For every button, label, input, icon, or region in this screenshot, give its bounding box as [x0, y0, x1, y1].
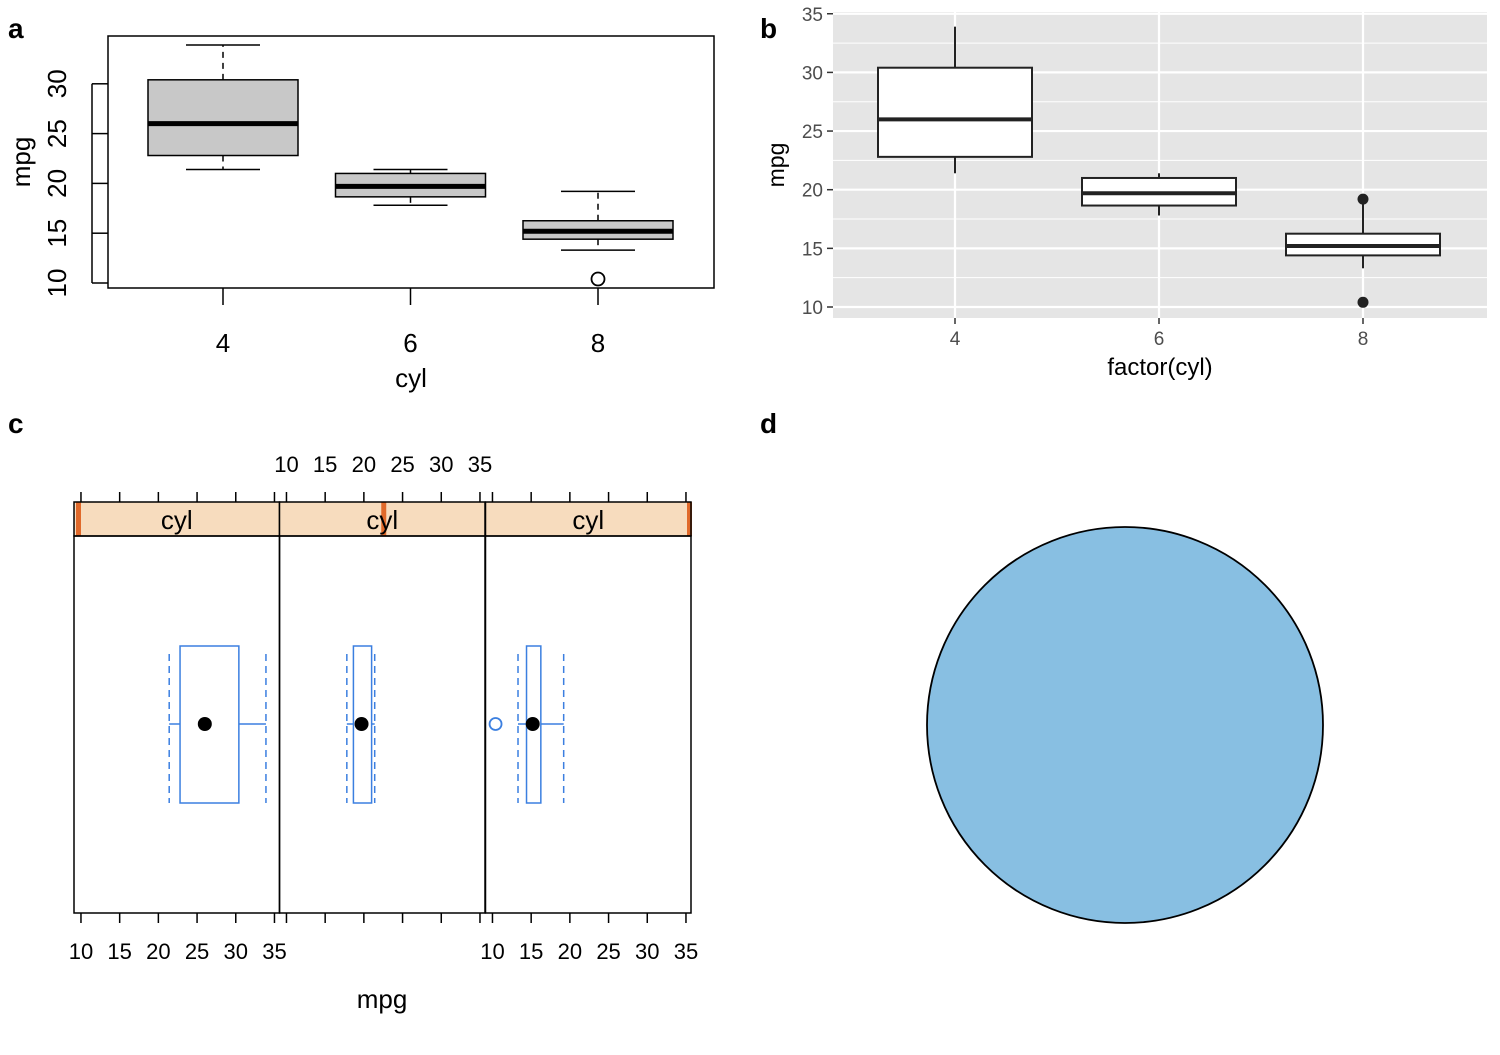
x-tick-label: 35 — [674, 939, 698, 964]
x-axis-title: factor(cyl) — [1107, 354, 1212, 381]
x-tick-label: 15 — [107, 939, 131, 964]
y-axis-title: mpg — [6, 137, 36, 188]
pie-slice — [926, 526, 1324, 924]
y-tick-label: 10 — [802, 298, 823, 319]
x-tick-label-top: 30 — [429, 452, 453, 477]
x-tick-label: 6 — [1154, 329, 1165, 350]
panel-a-base-boxplot: 10 15 20 25 30 mpg 4 6 8 cyl — [6, 35, 715, 393]
x-tick-label: 25 — [596, 939, 620, 964]
x-tick-label: 25 — [185, 939, 209, 964]
x-tick-label: 20 — [558, 939, 582, 964]
panel-letter-c: c — [8, 408, 24, 439]
x-tick-label-top: 15 — [313, 452, 337, 477]
strip-label: cyl — [161, 505, 193, 535]
x-tick-label: 20 — [146, 939, 170, 964]
median-dot — [525, 717, 540, 731]
median-dot — [197, 717, 212, 731]
strip-level-marker — [687, 502, 692, 536]
x-axis-title: mpg — [357, 984, 408, 1014]
x-tick-label-top: 10 — [274, 452, 298, 477]
outlier-point — [590, 271, 606, 287]
x-tick-label: 30 — [635, 939, 659, 964]
box-body — [179, 645, 240, 804]
strip-background — [74, 502, 280, 536]
x-tick-label-top: 20 — [352, 452, 376, 477]
y-tick-label: 25 — [802, 122, 823, 143]
panel-letter-a: a — [8, 13, 24, 44]
x-tick-label: 10 — [480, 939, 504, 964]
x-tick-label-top: 35 — [468, 452, 492, 477]
x-tick-label-top: 25 — [390, 452, 414, 477]
y-axis-title: mpg — [763, 143, 789, 188]
outlier-point — [488, 717, 503, 731]
y-tick-label: 20 — [42, 169, 72, 198]
strip-level-marker — [381, 502, 387, 536]
x-tick-label: 35 — [262, 939, 286, 964]
panel-border — [484, 535, 692, 914]
x-tick-label: 4 — [216, 328, 230, 358]
y-tick-label: 30 — [802, 63, 823, 84]
y-tick-label: 35 — [802, 5, 823, 26]
strip-label: cyl — [572, 505, 604, 535]
strip-label: cyl — [366, 505, 398, 535]
x-tick-label: 30 — [224, 939, 248, 964]
strip-background — [485, 502, 691, 536]
x-tick-label: 15 — [519, 939, 543, 964]
strip-level-marker — [76, 502, 81, 536]
x-tick-label: 10 — [69, 939, 93, 964]
x-tick-label: 8 — [591, 328, 605, 358]
box-body — [877, 66, 1033, 158]
panel-c-lattice-boxplot: cyl cyl cyl 10 15 20 25 30 35 10 15 20 25 30 35 10 15 20 2… — [69, 452, 698, 1014]
outlier-point — [1357, 296, 1369, 308]
median-dot — [354, 717, 369, 731]
panel-border — [278, 535, 486, 914]
panel-b-ggplot-boxplot: 10 15 20 25 30 35 mpg 4 6 8 factor(cyl) — [763, 5, 1487, 381]
y-tick-label: 15 — [42, 219, 72, 248]
box-body — [352, 645, 373, 804]
x-tick-label: 6 — [403, 328, 417, 358]
x-tick-label: 8 — [1358, 329, 1369, 350]
y-tick-label: 15 — [802, 239, 823, 260]
x-axis-title: cyl — [395, 363, 427, 393]
panel-letter-d: d — [760, 408, 777, 439]
outlier-point — [1357, 193, 1369, 205]
y-tick-label: 20 — [802, 181, 823, 202]
x-tick-label: 4 — [950, 329, 961, 350]
y-tick-label: 25 — [42, 119, 72, 148]
y-tick-label: 10 — [42, 269, 72, 298]
y-tick-label: 30 — [42, 69, 72, 98]
panel-letter-b: b — [760, 13, 777, 44]
panel-d-pie — [926, 526, 1324, 924]
box-body — [147, 79, 299, 157]
